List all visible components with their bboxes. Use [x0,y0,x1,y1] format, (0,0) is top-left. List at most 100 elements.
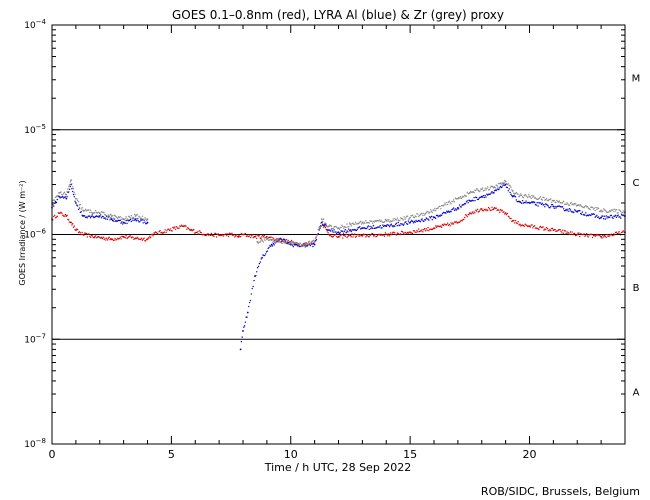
data-point [134,218,137,221]
trace-dot [452,223,455,225]
trace-dot [267,247,269,250]
trace-dot [310,242,312,244]
trace-dot [132,219,134,222]
trace-dot [501,186,503,188]
trace-dot [443,204,445,206]
trace-dot [296,245,299,247]
trace-dot [71,224,73,226]
trace-dot [438,214,440,217]
trace-dot [584,214,586,217]
trace-dot [118,216,121,219]
trace-dot [481,196,484,198]
trace-dot [578,232,580,234]
trace-dot [379,234,381,236]
trace-dot [512,219,515,222]
trace-dot [573,209,576,211]
trace-dot [109,219,111,221]
trace-dot [265,237,267,239]
trace-dot [106,215,109,218]
trace-dot [619,216,621,218]
trace-dot [450,222,452,224]
data-point [600,216,603,219]
trace-dot [532,202,534,204]
trace-dot [217,233,219,235]
trace-dot [363,221,365,223]
trace-dot [187,227,189,229]
trace-dot [140,217,143,220]
data-point [270,243,273,246]
trace-dot [400,233,402,235]
trace-dot [335,231,337,233]
trace-dot [371,232,374,235]
trace-dot [509,185,511,187]
trace-dot [264,253,267,255]
trace-dot [264,254,266,257]
trace-dot [565,232,567,235]
trace-dot [619,209,621,212]
trace-dot [125,235,127,237]
trace-dot [618,231,620,233]
trace-dot [378,219,381,221]
trace-dot [589,208,591,211]
trace-dot [274,238,277,241]
trace-dot [420,219,422,221]
trace-dot [573,204,575,206]
trace-dot [342,232,345,234]
trace-dot [366,226,369,228]
trace-dot [411,214,414,216]
trace-dot [98,216,100,218]
trace-dot [302,245,305,247]
trace-dot [566,231,568,233]
trace-dot [581,211,584,213]
trace-dot [611,209,613,212]
trace-dot [533,201,536,204]
data-point [261,256,263,259]
trace-dot [137,217,139,220]
trace-dot [401,223,404,225]
trace-dot [498,188,500,191]
trace-dot [427,226,429,229]
trace-dot [431,218,433,221]
y-tick-label: 10−7 [24,332,46,345]
trace-dot [225,233,227,235]
trace-dot [446,201,448,204]
trace-dot [155,232,158,234]
trace-dot [283,240,285,243]
trace-dot [285,238,288,241]
trace-dot [541,199,543,201]
y-tick-label: 10−4 [24,18,46,31]
trace-dot [66,190,68,193]
data-point [600,235,603,238]
trace-dot [104,217,106,219]
trace-dot [559,229,561,231]
trace-dot [500,183,503,185]
trace-dot [400,217,402,219]
trace-dot [391,225,393,227]
trace-dot [159,229,161,232]
trace-dot [516,222,518,225]
trace-dot [421,213,423,215]
trace-dot [545,228,547,231]
trace-dot [570,233,572,235]
trace-dot [612,217,614,220]
trace-dot [341,233,343,236]
trace-dot [272,243,275,245]
trace-dot [64,213,67,216]
trace-dot [452,200,454,203]
trace-dot [562,201,564,204]
trace-dot [343,230,346,232]
trace-dot [383,221,386,223]
trace-dot [325,223,327,225]
trace-dot [84,208,87,211]
data-point [265,235,268,238]
trace-dot [395,219,398,221]
trace-dot [71,183,73,185]
data-point [519,194,521,197]
trace-dot [290,243,293,245]
trace-dot [556,199,558,202]
trace-dot [142,238,144,240]
trace-dot [539,225,542,228]
trace-dot [67,188,69,190]
trace-dot [113,218,115,220]
trace-dot [487,186,489,188]
